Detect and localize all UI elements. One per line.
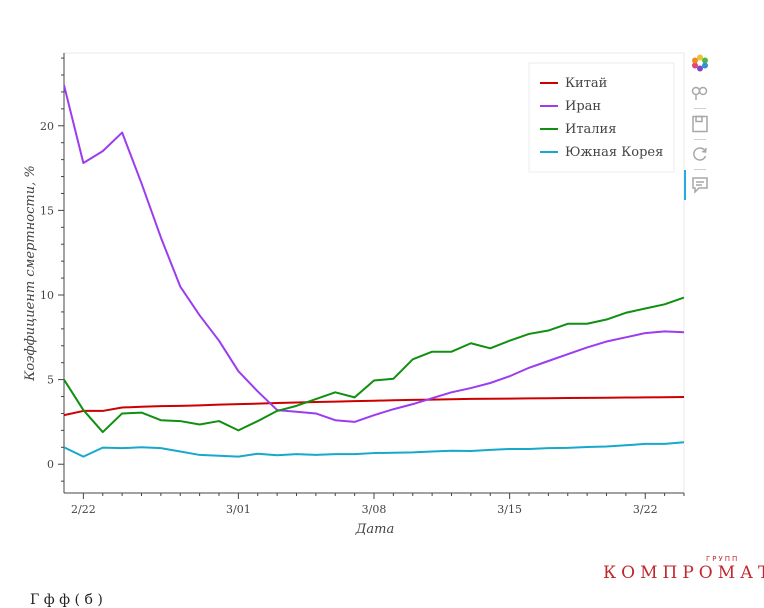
x-axis-label: Дата <box>355 522 394 537</box>
toolbar-divider <box>694 108 706 109</box>
legend-label-south-korea: Южная Корея <box>565 145 663 160</box>
reset-icon[interactable] <box>690 144 710 164</box>
watermark-logo: КОМПРОМАТ <box>603 563 764 583</box>
legend: Китай Иран Италия Южная Корея <box>528 62 675 173</box>
y-tick-label: 20 <box>40 120 54 133</box>
legend-label-italy: Италия <box>565 122 616 137</box>
x-tick-label: 3/01 <box>226 503 251 516</box>
y-axis-label: Коэффициент смертности, % <box>23 165 38 381</box>
y-tick-label: 0 <box>47 458 54 471</box>
toolbar-divider <box>694 139 706 140</box>
x-tick-label: 2/22 <box>71 503 96 516</box>
toolbar-divider <box>694 169 706 170</box>
hover-icon[interactable] <box>690 175 710 195</box>
bokeh-logo-icon[interactable] <box>690 53 710 73</box>
series-line-china <box>64 396 684 417</box>
watermark-group-text: ГРУПП <box>706 555 740 563</box>
x-tick-label: 3/22 <box>633 503 658 516</box>
legend-label-iran: Иран <box>565 99 601 114</box>
series-line-south-korea <box>64 441 684 458</box>
legend-box <box>528 62 675 173</box>
save-icon[interactable] <box>690 114 710 134</box>
series-line-iran <box>64 84 684 423</box>
x-tick-label: 3/08 <box>362 503 387 516</box>
y-tick-label: 5 <box>47 374 54 387</box>
series-line-italy <box>64 296 684 434</box>
y-tick-label: 10 <box>40 289 54 302</box>
active-tool-indicator <box>684 170 686 200</box>
caption-cut-off: Г ф ф ( б ) <box>30 592 103 608</box>
pan-icon[interactable] <box>690 83 710 103</box>
x-tick-label: 3/15 <box>497 503 522 516</box>
y-tick-label: 15 <box>40 204 54 217</box>
legend-label-china: Китай <box>565 76 607 91</box>
